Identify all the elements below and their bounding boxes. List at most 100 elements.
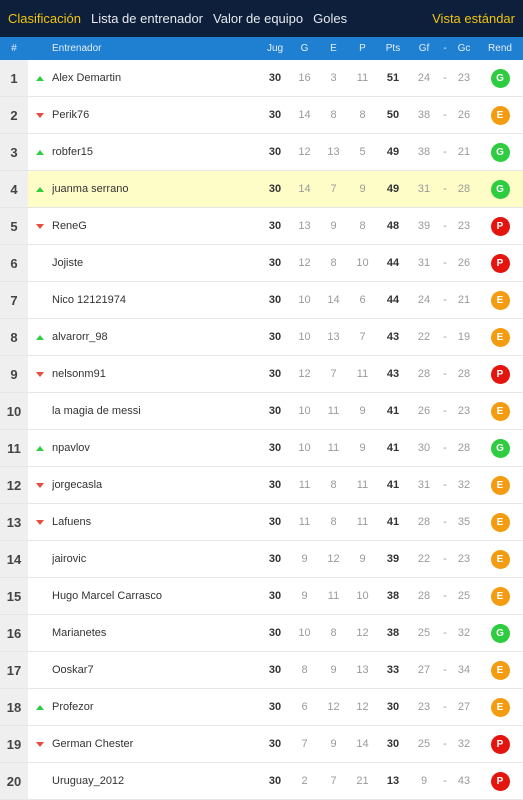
table-row[interactable]: 15 Hugo Marcel Carrasco 30 9 11 10 38 28-25 E <box>0 578 523 615</box>
draws: 11 <box>327 405 340 417</box>
performance-badge: G <box>490 142 510 162</box>
draws: 7 <box>330 368 337 380</box>
header-pts[interactable]: Pts <box>385 43 401 54</box>
wins: 14 <box>298 109 311 121</box>
played: 30 <box>268 220 282 232</box>
points: 41 <box>386 479 400 491</box>
coach-name[interactable]: ReneG <box>52 220 87 232</box>
table-row[interactable]: 9 nelsonm91 30 12 7 11 43 28-28 P <box>0 356 523 393</box>
table-row[interactable]: 17 Ooskar7 30 8 9 13 33 27-34 E <box>0 652 523 689</box>
performance-badge: G <box>490 68 510 88</box>
position: 12 <box>0 467 28 503</box>
coach-name[interactable]: jorgecasla <box>52 479 103 491</box>
points: 49 <box>386 183 400 195</box>
header-rend[interactable]: Rend <box>488 43 512 54</box>
played: 30 <box>268 775 282 787</box>
table-row[interactable]: 18 Profezor 30 6 12 12 30 23-27 E <box>0 689 523 726</box>
table-row[interactable]: 10 la magia de messi 30 10 11 9 41 26-23 E <box>0 393 523 430</box>
table-row[interactable]: 11 npavlov 30 10 11 9 41 30-28 G <box>0 430 523 467</box>
table-row[interactable]: 13 Lafuens 30 11 8 11 41 28-35 E <box>0 504 523 541</box>
performance-badge: E <box>490 401 510 421</box>
tab-goles[interactable]: Goles <box>313 11 348 26</box>
draws: 3 <box>330 72 337 84</box>
coach-name[interactable]: Nico 12121974 <box>52 294 127 306</box>
losses: 21 <box>356 775 369 787</box>
goals-for: 39 <box>417 220 431 232</box>
table-row[interactable]: 4 juanma serrano 30 14 7 9 49 31-28 G <box>0 171 523 208</box>
coach-name[interactable]: Lafuens <box>52 516 92 528</box>
table-row[interactable]: 12 jorgecasla 30 11 8 11 41 31-32 E <box>0 467 523 504</box>
tab-valor-equipo[interactable]: Valor de equipo <box>213 11 304 26</box>
coach-name[interactable]: nelsonm91 <box>52 368 106 380</box>
header-gf[interactable]: Gf <box>418 43 430 54</box>
draws: 9 <box>330 738 337 750</box>
position: 7 <box>0 282 28 318</box>
draws: 12 <box>327 553 340 565</box>
table-row[interactable]: 2 Perik76 30 14 8 8 50 38-26 E <box>0 97 523 134</box>
goals-against: 19 <box>457 331 471 343</box>
table-row[interactable]: 8 alvarorr_98 30 10 13 7 43 22-19 E <box>0 319 523 356</box>
coach-name[interactable]: npavlov <box>52 442 90 454</box>
goals-for: 27 <box>417 664 431 676</box>
row-content: robfer15 30 12 13 5 49 38-21 G <box>28 134 523 170</box>
trend-down-icon-shape <box>36 519 44 525</box>
position: 11 <box>0 430 28 466</box>
coach-name[interactable]: Hugo Marcel Carrasco <box>52 590 163 602</box>
table-row[interactable]: 1 Alex Demartin 30 16 3 11 51 24-23 G <box>0 60 523 97</box>
losses: 9 <box>359 553 366 565</box>
points: 39 <box>386 553 400 565</box>
table-row[interactable]: 7 Nico 12121974 30 10 14 6 44 24-21 E <box>0 282 523 319</box>
header-gc[interactable]: Gc <box>457 43 471 54</box>
table-row[interactable]: 5 ReneG 30 13 9 8 48 39-23 P <box>0 208 523 245</box>
goals-separator: - <box>443 775 447 787</box>
points: 44 <box>386 294 400 306</box>
header-jug[interactable]: Jug <box>266 43 284 54</box>
table-row[interactable]: 3 robfer15 30 12 13 5 49 38-21 G <box>0 134 523 171</box>
played: 30 <box>268 627 282 639</box>
draws: 8 <box>330 109 337 121</box>
goals-separator: - <box>443 664 447 676</box>
coach-name[interactable]: Uruguay_2012 <box>52 775 125 787</box>
tab-clasificacion[interactable]: Clasificación <box>8 11 81 26</box>
goals-against: 26 <box>457 257 471 269</box>
points: 43 <box>386 368 400 380</box>
performance-cell: P <box>477 734 523 754</box>
header-p[interactable]: P <box>359 43 366 54</box>
table-row[interactable]: 19 German Chester 30 7 9 14 30 25-32 P <box>0 726 523 763</box>
performance-cell: E <box>477 697 523 717</box>
view-selector[interactable]: Vista estándar <box>432 11 515 26</box>
coach-name[interactable]: juanma serrano <box>52 183 129 195</box>
table-row[interactable]: 20 Uruguay_2012 30 2 7 21 13 9 -43 P <box>0 763 523 800</box>
coach-name[interactable]: Ooskar7 <box>52 664 94 676</box>
table-row[interactable]: 6 Jojiste 30 12 8 10 44 31-26 P <box>0 245 523 282</box>
coach-name[interactable]: jairovic <box>52 553 87 565</box>
position: 2 <box>0 97 28 133</box>
coach-name[interactable]: German Chester <box>52 738 134 750</box>
header-e[interactable]: E <box>330 43 337 54</box>
coach-name[interactable]: Marianetes <box>52 627 107 639</box>
header-g[interactable]: G <box>300 43 309 54</box>
wins: 14 <box>298 183 311 195</box>
performance-cell: E <box>477 549 523 569</box>
tab-lista-entrenador[interactable]: Lista de entrenador <box>90 11 204 26</box>
coach-name[interactable]: Jojiste <box>52 257 84 269</box>
coach-name[interactable]: Perik76 <box>52 109 90 121</box>
coach-name[interactable]: Profezor <box>52 701 94 713</box>
header-name[interactable]: Entrenador <box>52 43 102 54</box>
coach-name[interactable]: la magia de messi <box>52 405 141 417</box>
row-content: alvarorr_98 30 10 13 7 43 22-19 E <box>28 319 523 355</box>
table-row[interactable]: 16 Marianetes 30 10 8 12 38 25-32 G <box>0 615 523 652</box>
row-content: Perik76 30 14 8 8 50 38-26 E <box>28 97 523 133</box>
coach-name[interactable]: robfer15 <box>52 146 93 158</box>
table-row[interactable]: 14 jairovic 30 9 12 9 39 22-23 E <box>0 541 523 578</box>
losses: 5 <box>359 146 366 158</box>
played: 30 <box>268 294 282 306</box>
coach-name[interactable]: Alex Demartin <box>52 72 122 84</box>
wins: 8 <box>301 664 308 676</box>
trend-up-icon <box>28 75 52 81</box>
performance-cell: P <box>477 771 523 791</box>
performance-badge: P <box>490 734 510 754</box>
points: 41 <box>386 516 400 528</box>
coach-name[interactable]: alvarorr_98 <box>52 331 108 343</box>
position: 8 <box>0 319 28 355</box>
